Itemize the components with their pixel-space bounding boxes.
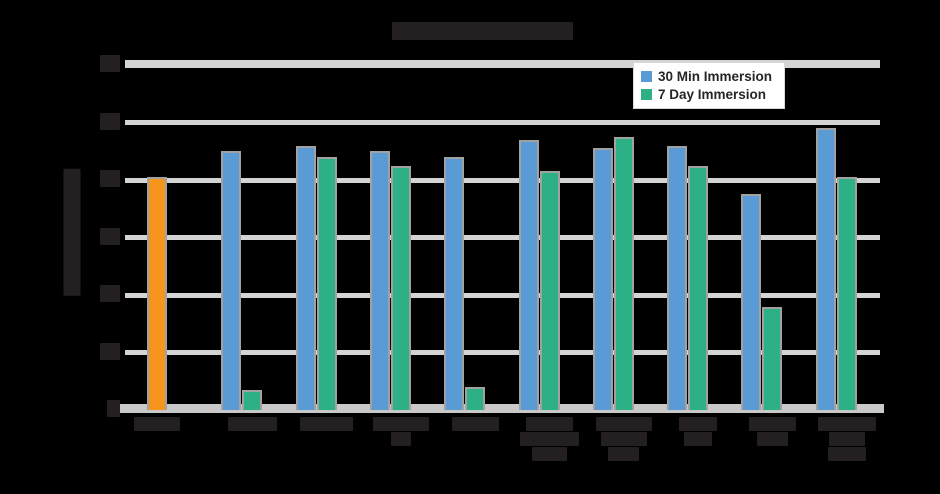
- bar-30min-acetone: [221, 151, 241, 411]
- y-tick-text: 10: [99, 342, 120, 360]
- bar-30min-gasoline: [296, 145, 316, 410]
- x-label-line: Hydraulic: [372, 417, 429, 431]
- x-label-5: Toluene: [415, 417, 535, 432]
- x-label-line: Diesel: [678, 417, 718, 431]
- x-label-2: Acetone: [192, 417, 312, 432]
- y-tick-text: 30: [99, 227, 120, 245]
- bar-7day-isopropyl-alcohol-ipa-: [614, 136, 634, 410]
- gridline-50: [125, 120, 880, 125]
- y-tick-label-0: 0: [106, 400, 120, 417]
- legend-swatch-icon: [641, 89, 652, 100]
- y-tick-text: 20: [99, 285, 120, 302]
- x-label-line: Hydroxide: [519, 432, 580, 446]
- bar-7day-gasoline: [317, 157, 337, 410]
- legend-item-1: 30 Min Immersion: [641, 69, 784, 84]
- x-label-7: Isopropyl Alcohol (IPA): [564, 417, 684, 462]
- x-label-line: (70°C): [827, 447, 866, 461]
- y-tick-text: 60: [99, 55, 120, 72]
- bar-30min-deionized-water-70-c-: [816, 128, 836, 411]
- bar-7day-acetone: [242, 389, 262, 410]
- y-tick-label-20: 20: [99, 285, 120, 302]
- gridline-40: [125, 177, 880, 183]
- x-label-line: Acetone: [227, 417, 277, 431]
- x-label-line: Fuel: [683, 432, 713, 446]
- legend-swatch-icon: [641, 71, 652, 82]
- bar-30min-sodium-hydroxide-10-: [519, 139, 539, 411]
- bar-7day-skydrol-ld-4: [762, 306, 782, 410]
- x-label-line: LD-4: [757, 432, 788, 446]
- bar-30min-hydraulic-oil: [370, 151, 390, 411]
- y-tick-text: 50: [99, 112, 120, 130]
- x-label-8: Diesel Fuel: [638, 417, 758, 447]
- y-tick-text: 40: [99, 170, 120, 187]
- y-tick-label-60: 60: [99, 55, 120, 72]
- x-label-line: Oil: [390, 432, 412, 446]
- bar-30min-skydrol-ld-4: [741, 194, 761, 410]
- x-label-line: Water: [828, 432, 865, 446]
- bar-7day-diesel-fuel: [688, 165, 708, 410]
- bar-7day-sodium-hydroxide-10-: [540, 171, 560, 410]
- bar-30min-toluene: [444, 157, 464, 410]
- y-tick-text: 0: [106, 400, 120, 417]
- x-label-9: Skydrol LD-4: [712, 417, 832, 447]
- x-label-line: Sodium: [526, 417, 573, 431]
- bar-control-control: [147, 177, 167, 410]
- gridline-20: [125, 292, 880, 298]
- x-label-6: Sodium Hydroxide (10%): [490, 417, 610, 462]
- x-label-line: (IPA): [608, 447, 640, 461]
- x-label-4: Hydraulic Oil: [341, 417, 461, 447]
- x-label-line: Alcohol: [600, 432, 647, 446]
- bar-30min-isopropyl-alcohol-ipa-: [593, 148, 613, 410]
- gridline-30: [125, 235, 880, 240]
- bar-7day-hydraulic-oil: [391, 165, 411, 410]
- bar-7day-toluene: [465, 387, 485, 410]
- x-label-line: Deionized: [817, 417, 876, 431]
- legend-label: 30 Min Immersion: [658, 69, 773, 84]
- bar-30min-diesel-fuel: [667, 145, 687, 410]
- gridline-60: [125, 60, 880, 68]
- x-label-line: Isopropyl: [596, 417, 652, 431]
- x-label-line: Gasoline: [300, 417, 353, 431]
- x-label-line: (10%): [531, 447, 568, 461]
- x-label-line: Skydrol: [749, 417, 796, 431]
- gridline-10: [125, 350, 880, 355]
- chart-title: Hardness After Immersion: [392, 22, 573, 40]
- x-axis-line: [120, 404, 884, 413]
- legend: 30 Min Immersion 7 Day Immersion: [633, 62, 785, 109]
- x-label-line: Control: [134, 417, 180, 431]
- legend-label: 7 Day Immersion: [658, 87, 767, 102]
- y-tick-label-40: 40: [99, 170, 120, 187]
- y-tick-label-10: 10: [99, 342, 120, 360]
- y-tick-label-50: 50: [99, 112, 120, 130]
- x-label-line: Toluene: [451, 417, 499, 431]
- y-tick-label-30: 30: [99, 227, 120, 245]
- x-label-10: Deionized Water (70°C): [787, 417, 907, 462]
- x-label-3: Gasoline: [267, 417, 387, 432]
- bar-7day-deionized-water-70-c-: [837, 177, 857, 410]
- x-label-1: Control: [97, 417, 217, 432]
- legend-item-2: 7 Day Immersion: [641, 87, 784, 102]
